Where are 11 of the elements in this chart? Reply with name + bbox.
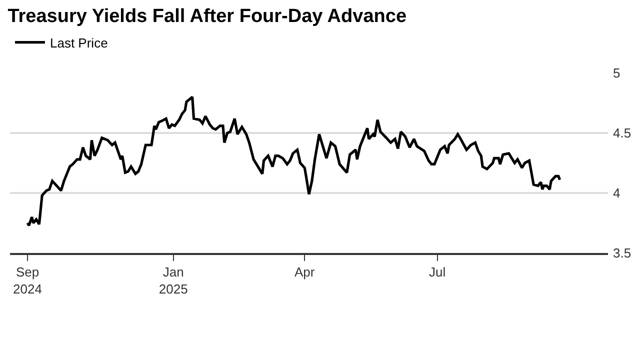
legend-label: Last Price xyxy=(50,35,108,50)
y-tick-label: 3.5 xyxy=(613,246,632,261)
y-tick-label: 4.5 xyxy=(613,126,632,141)
chart-title: Treasury Yields Fall After Four-Day Advance xyxy=(8,6,407,27)
y-tick-label: 5 xyxy=(613,66,620,81)
x-tick-label: Apr xyxy=(294,264,316,280)
x-tick-label: Jan 2025 xyxy=(158,264,188,296)
y-tick-label: 4 xyxy=(613,186,620,201)
x-tick-label: Sep 2024 xyxy=(13,264,42,296)
x-tick-label: Jul xyxy=(429,264,446,280)
line-series xyxy=(26,96,562,227)
